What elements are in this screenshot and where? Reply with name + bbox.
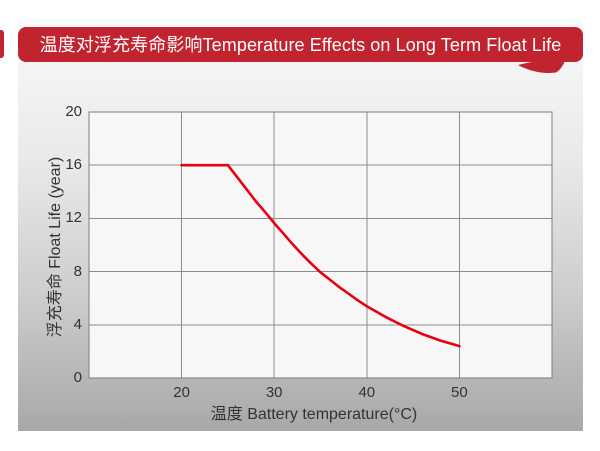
chart-plot	[88, 111, 553, 379]
y-tick-label: 4	[73, 315, 82, 333]
x-tick-label: 50	[451, 384, 468, 401]
y-tick-label: 8	[73, 262, 82, 280]
x-tick-label: 40	[358, 384, 376, 401]
y-tick-label: 16	[65, 156, 82, 174]
plot-border	[88, 111, 553, 379]
x-tick-label: 20	[173, 384, 190, 401]
x-axis-title: 温度 Battery temperature(°C)	[210, 406, 418, 423]
y-tick-label: 20	[65, 103, 82, 120]
y-tick-label: 0	[73, 369, 82, 386]
y-axis-title: 浮充寿命 Float Life (year)	[47, 156, 64, 338]
series-line	[180, 163, 461, 348]
x-tick-label: 30	[265, 384, 283, 401]
chart-title: 温度对浮充寿命影响Temperature Effects on Long Ter…	[39, 34, 562, 55]
y-tick-label: 12	[65, 209, 82, 227]
banner-tail-icon	[518, 60, 565, 73]
title-banner: 温度对浮充寿命影响Temperature Effects on Long Ter…	[18, 27, 583, 62]
left-edge-accent	[0, 30, 4, 58]
banner-tail-shape	[518, 60, 565, 73]
plot-area	[89, 112, 552, 378]
